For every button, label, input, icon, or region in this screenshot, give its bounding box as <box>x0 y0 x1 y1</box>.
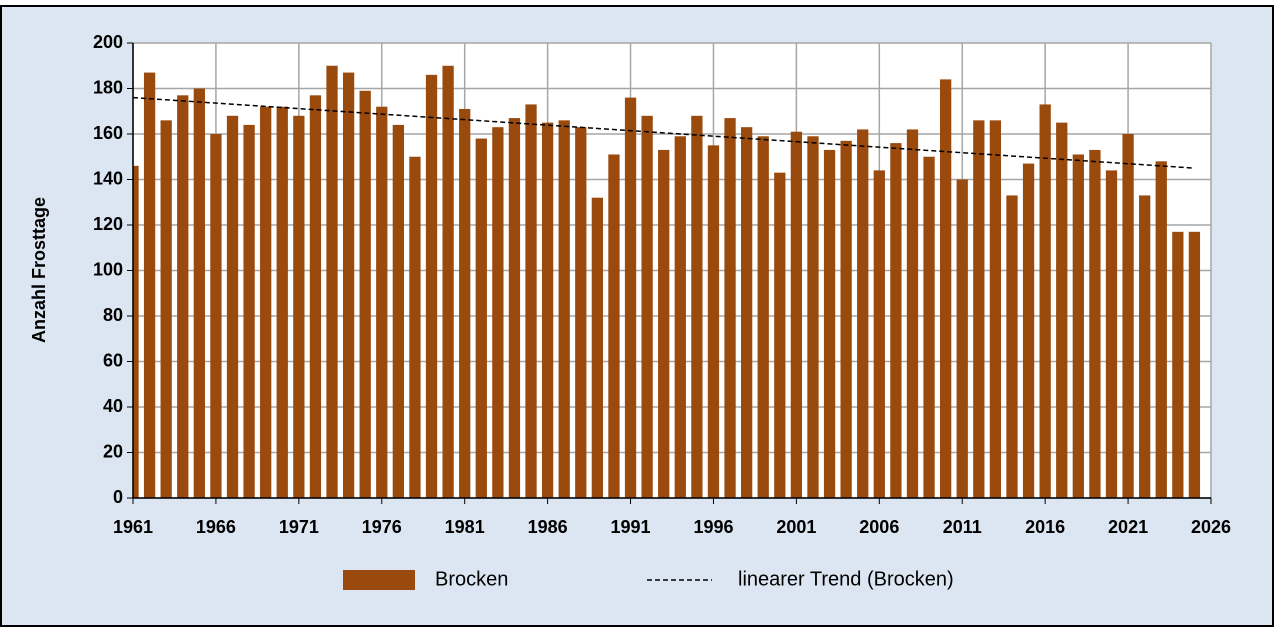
bar <box>425 74 438 498</box>
bar <box>309 95 322 498</box>
y-tick-label: 160 <box>93 123 123 143</box>
x-tick-label: 2016 <box>1025 517 1065 537</box>
y-axis-label: Anzahl Frosttage <box>29 197 49 343</box>
bar <box>1006 195 1018 498</box>
bar <box>840 140 852 498</box>
bar <box>707 145 720 498</box>
bar <box>674 136 686 498</box>
bar <box>541 122 554 498</box>
x-tick-label: 1976 <box>362 517 402 537</box>
bar <box>1105 170 1118 498</box>
bar <box>442 65 454 498</box>
y-tick-label: 100 <box>93 259 123 279</box>
x-tick-label: 2021 <box>1108 517 1148 537</box>
bar <box>591 197 604 498</box>
y-tick-label: 0 <box>113 487 123 507</box>
bar <box>1139 195 1151 498</box>
bar <box>724 118 736 498</box>
bar <box>243 124 255 498</box>
x-tick-label: 1991 <box>611 517 651 537</box>
bar <box>1122 134 1134 498</box>
bar <box>508 118 521 498</box>
bar <box>740 127 753 498</box>
bar <box>525 104 537 498</box>
bar <box>193 88 205 498</box>
bar <box>133 165 139 498</box>
bar <box>641 115 653 498</box>
y-tick-label: 40 <box>103 396 123 416</box>
bar <box>857 129 869 498</box>
legend-swatch <box>343 570 415 590</box>
bar <box>757 136 769 498</box>
bar <box>1089 149 1101 498</box>
x-tick-label: 1966 <box>196 517 236 537</box>
bar <box>260 106 272 498</box>
bar <box>1072 154 1084 498</box>
bar <box>359 90 371 498</box>
bar <box>973 120 985 498</box>
x-tick-label: 1971 <box>279 517 319 537</box>
bar <box>376 106 388 498</box>
x-tick-label: 2026 <box>1191 517 1231 537</box>
bar <box>1188 231 1201 498</box>
bar <box>575 127 587 498</box>
bar <box>143 72 156 498</box>
bar <box>210 134 222 498</box>
y-tick-label: 120 <box>93 214 123 234</box>
bar <box>1172 231 1184 498</box>
bar <box>807 136 819 498</box>
bar <box>956 179 968 498</box>
bar <box>558 120 570 498</box>
x-tick-label: 2011 <box>943 517 982 537</box>
x-tick-label: 1986 <box>528 517 568 537</box>
bar <box>326 65 338 498</box>
y-tick-label: 180 <box>93 77 123 97</box>
bar <box>774 172 786 498</box>
bar <box>293 115 305 498</box>
bar <box>790 131 803 498</box>
x-tick-label: 1981 <box>445 517 485 537</box>
bar <box>658 149 670 498</box>
bar <box>1155 161 1167 498</box>
bar <box>492 127 504 498</box>
bar <box>475 138 487 498</box>
bar <box>873 170 885 498</box>
y-tick-label: 20 <box>103 441 123 461</box>
y-tick-label: 140 <box>93 168 123 188</box>
bar <box>459 108 471 498</box>
y-tick-label: 60 <box>103 350 123 370</box>
bar <box>906 129 919 498</box>
bar <box>608 154 620 498</box>
y-tick-label: 80 <box>103 305 123 325</box>
trend-line <box>133 96 1195 169</box>
x-tick-label: 2001 <box>776 517 816 537</box>
bar <box>823 149 836 498</box>
bar <box>890 143 902 498</box>
x-tick-label: 2006 <box>859 517 899 537</box>
legend-label: linearer Trend (Brocken) <box>738 568 954 590</box>
bar <box>160 120 172 498</box>
bar <box>409 156 421 498</box>
bar <box>276 106 288 498</box>
bar <box>691 115 703 498</box>
bar <box>1022 163 1035 498</box>
bar <box>1039 104 1051 498</box>
bar <box>940 79 952 498</box>
x-tick-label: 1961 <box>113 517 153 537</box>
legend-label: Brocken <box>435 568 508 590</box>
bar <box>226 115 239 498</box>
x-tick-label: 1996 <box>693 517 733 537</box>
bar <box>177 95 189 498</box>
bar <box>923 156 935 498</box>
bar <box>342 72 355 498</box>
y-tick-label: 200 <box>93 32 123 52</box>
bar <box>989 120 1002 498</box>
bar <box>624 97 637 498</box>
bar <box>1056 122 1068 498</box>
bar <box>392 124 404 498</box>
